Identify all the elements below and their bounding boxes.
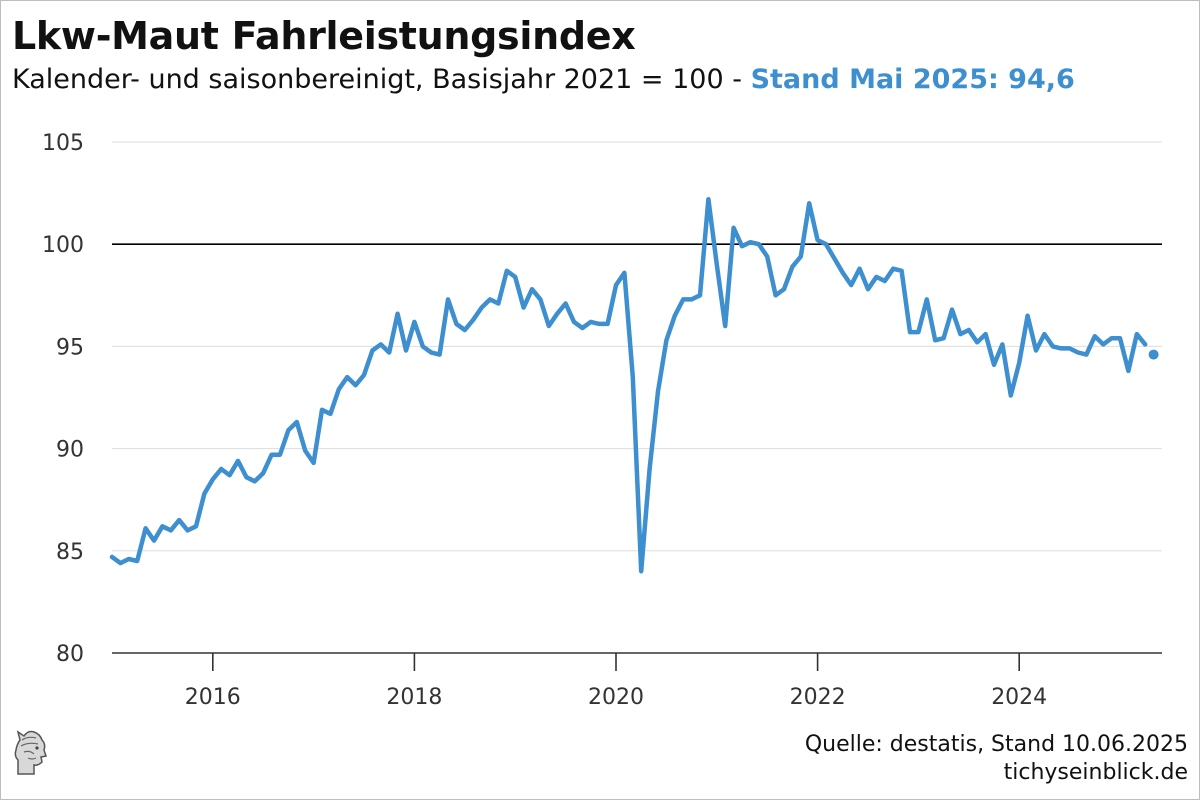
subtitle-text: Kalender- und saisonbereinigt, Basisjahr… <box>12 64 751 95</box>
source-text: Quelle: destatis, Stand 10.06.2025 <box>804 732 1188 757</box>
subtitle-highlight: Stand Mai 2025: 94,6 <box>750 64 1075 95</box>
x-tick-label: 2018 <box>386 685 442 710</box>
chart-title: Lkw-Maut Fahrleistungsindex <box>12 14 636 58</box>
source-note: Quelle: destatis, Stand 10.06.2025 tichy… <box>805 731 1188 787</box>
chart-subtitle: Kalender- und saisonbereinigt, Basisjahr… <box>12 64 1075 95</box>
x-tick-label: 2022 <box>790 685 846 710</box>
y-tick-label: 80 <box>56 642 84 667</box>
latest-data-point <box>1148 349 1159 360</box>
y-tick-label: 105 <box>42 131 84 156</box>
x-tick-label: 2024 <box>991 685 1047 710</box>
y-tick-label: 85 <box>56 540 84 565</box>
site-name: tichyseinblick.de <box>1003 760 1188 785</box>
hermes-head-logo-icon <box>10 726 50 782</box>
y-tick-label: 90 <box>56 438 84 463</box>
series-line <box>109 196 1148 574</box>
y-tick-label: 95 <box>56 335 84 360</box>
x-tick-label: 2016 <box>185 685 241 710</box>
y-tick-label: 100 <box>42 233 84 258</box>
x-tick-label: 2020 <box>588 685 644 710</box>
